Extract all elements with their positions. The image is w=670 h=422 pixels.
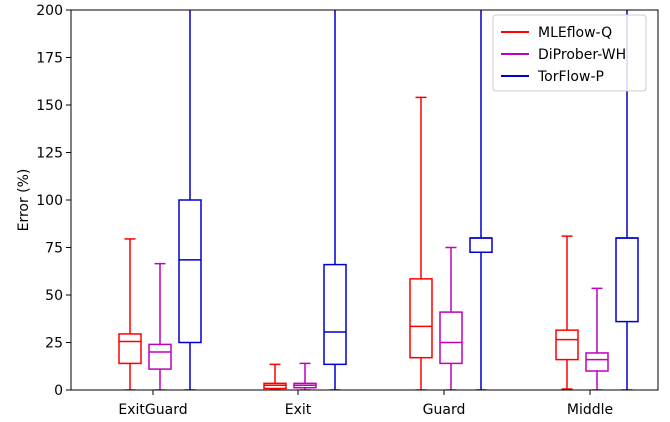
box-DiProber-WH-Guard <box>439 246 463 390</box>
box-MLEflow-Q-Middle <box>555 235 579 390</box>
box-body <box>469 237 493 253</box>
legend-box <box>492 14 647 92</box>
box-TorFlow-P-Guard <box>469 10 493 390</box>
box-MLEflow-Q-ExitGuard <box>118 238 142 390</box>
legend-label: TorFlow-P <box>537 69 604 85</box>
box-TorFlow-P-ExitGuard <box>178 10 202 390</box>
box-body <box>555 329 579 361</box>
y-tick-label: 150 <box>36 98 63 114</box>
y-axis: 0 25 50 75 100 125 150 175 200 <box>36 3 71 399</box>
box-DiProber-WH-ExitGuard <box>148 262 172 390</box>
box-body <box>439 311 463 365</box>
y-tick-label: 175 <box>36 51 63 67</box>
x-tick-label: Exit <box>285 402 312 418</box>
box-body <box>178 199 202 344</box>
box-body <box>323 263 347 366</box>
box-body <box>118 333 142 365</box>
y-axis-label: Error (%) <box>16 169 32 232</box>
box-MLEflow-Q-Guard <box>409 96 433 390</box>
y-tick-label: 125 <box>36 146 63 162</box>
x-tick-label: ExitGuard <box>118 402 187 418</box>
box-MLEflow-Q-Exit <box>263 363 287 390</box>
legend-label: MLEflow-Q <box>538 25 612 41</box>
x-tick-label: Guard <box>423 402 466 418</box>
chart-marks <box>118 10 639 390</box>
y-tick-label: 200 <box>36 3 63 19</box>
legend: MLEflow-Q DiProber-WH TorFlow-P <box>492 14 647 92</box>
box-TorFlow-P-Exit <box>323 10 347 390</box>
box-body <box>585 352 609 372</box>
y-tick-label: 0 <box>54 383 63 399</box>
y-tick-label: 75 <box>45 241 63 257</box>
box-body <box>148 343 172 370</box>
box-body <box>409 278 433 359</box>
x-tick-label: Middle <box>567 402 613 418</box>
y-tick-label: 25 <box>45 336 63 352</box>
box-body <box>615 237 639 323</box>
y-tick-label: 100 <box>36 193 63 209</box>
x-axis: ExitGuard Exit Guard Middle <box>118 390 613 418</box>
y-tick-label: 50 <box>45 288 63 304</box>
box-DiProber-WH-Middle <box>585 287 609 390</box>
box-DiProber-WH-Exit <box>293 362 317 390</box>
legend-label: DiProber-WH <box>538 47 626 63</box>
